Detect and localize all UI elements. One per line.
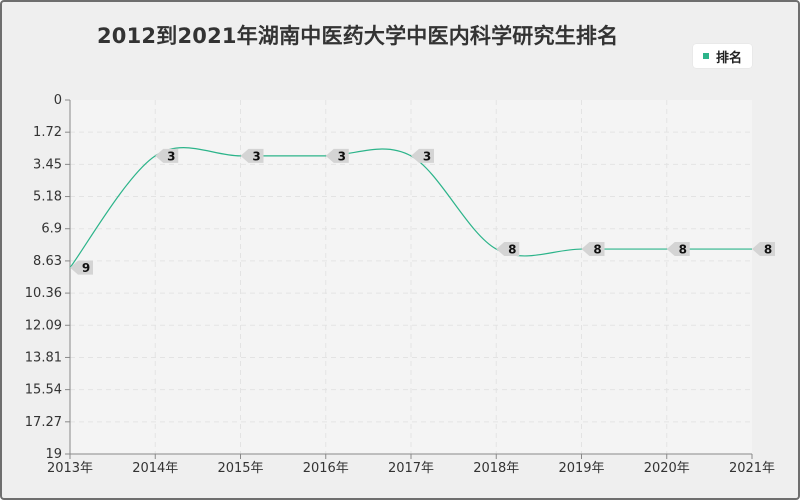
legend-swatch bbox=[702, 53, 709, 59]
x-tick-label: 2021年 bbox=[729, 461, 775, 476]
data-label-tag bbox=[496, 242, 520, 257]
x-tick-label: 2015年 bbox=[217, 461, 263, 476]
data-point-label: 8 bbox=[496, 242, 520, 257]
x-tick-label: 2019年 bbox=[558, 461, 604, 476]
data-label-text: 3 bbox=[338, 149, 346, 163]
data-label-text: 8 bbox=[764, 243, 772, 257]
data-point-label: 3 bbox=[155, 148, 179, 163]
data-point-label: 8 bbox=[666, 242, 690, 257]
data-point-label: 3 bbox=[325, 148, 349, 163]
data-label-text: 8 bbox=[593, 243, 601, 257]
y-tick-label: 10.36 bbox=[25, 286, 62, 301]
data-point-label: 8 bbox=[752, 242, 775, 257]
data-label-tag bbox=[666, 242, 690, 257]
data-point-label: 3 bbox=[411, 148, 434, 163]
x-tick-label: 2020年 bbox=[644, 461, 690, 476]
data-label-tag bbox=[581, 242, 605, 257]
grid-lines bbox=[70, 100, 752, 454]
data-label-text: 3 bbox=[252, 149, 260, 163]
data-label-text: 9 bbox=[82, 261, 90, 275]
y-tick-label: 13.81 bbox=[25, 350, 62, 365]
y-tick-label: 8.63 bbox=[33, 254, 62, 269]
y-tick-label: 12.09 bbox=[25, 318, 62, 333]
legend-label: 排名 bbox=[715, 50, 742, 66]
y-tick-label: 1.72 bbox=[33, 125, 62, 140]
data-point-label: 8 bbox=[581, 242, 605, 257]
data-point-label: 3 bbox=[240, 148, 264, 163]
data-label-tag bbox=[411, 148, 434, 163]
data-label-text: 3 bbox=[167, 149, 175, 163]
x-tick-label: 2016年 bbox=[303, 461, 349, 476]
y-tick-label: 15.54 bbox=[25, 383, 62, 398]
data-label-tag bbox=[240, 148, 264, 163]
data-label-tag bbox=[155, 148, 179, 163]
data-label-tag bbox=[70, 260, 93, 275]
data-label-tag bbox=[325, 148, 349, 163]
data-label-tag bbox=[752, 242, 775, 257]
y-tick-label: 5.18 bbox=[33, 190, 62, 205]
data-label-text: 3 bbox=[423, 149, 431, 163]
x-tick-label: 2017年 bbox=[388, 461, 434, 476]
data-point-label: 9 bbox=[70, 260, 93, 275]
y-tick-label: 3.45 bbox=[33, 157, 62, 172]
data-labels: 9 3 3 3 3 8 8 8 8 bbox=[70, 148, 775, 275]
x-tick-label: 2018年 bbox=[473, 461, 519, 476]
x-tick-label: 2013年 bbox=[47, 461, 93, 476]
y-axis-ticks: 0 1.72 3.45 5.18 6.9 8.63 10.36 12.09 13.81 15.54… bbox=[25, 93, 70, 462]
chart-title: 2012到2021年湖南中医药大学中医内科学研究生排名 bbox=[97, 24, 619, 48]
data-label-text: 8 bbox=[508, 243, 516, 257]
x-axis-ticks: 2013年 2014年 2015年 2016年 2017年 2018年 2019年 2020年… bbox=[47, 454, 775, 476]
y-tick-label: 19 bbox=[45, 447, 62, 462]
y-tick-label: 6.9 bbox=[41, 222, 62, 237]
x-tick-label: 2014年 bbox=[132, 461, 178, 476]
data-label-text: 8 bbox=[679, 243, 687, 257]
chart-legend[interactable]: 排名 bbox=[692, 44, 752, 68]
y-tick-label: 0 bbox=[54, 93, 62, 108]
y-tick-label: 17.27 bbox=[25, 415, 62, 430]
